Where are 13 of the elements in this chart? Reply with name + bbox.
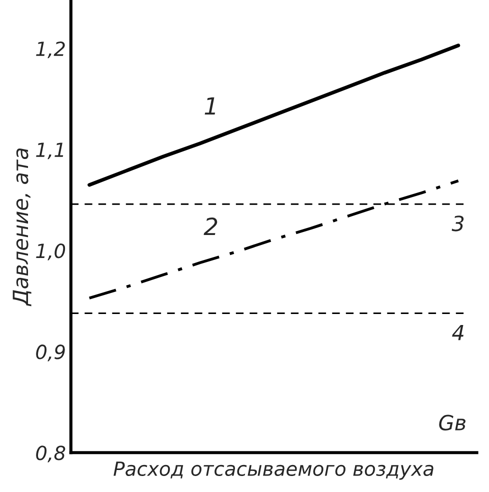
series-label: 1 [204, 97, 216, 115]
y-tick-label: 0,9 [36, 344, 65, 362]
y-tick-label: 1,2 [36, 41, 65, 58]
line-series [88, 44, 460, 187]
annotation: 4 [452, 324, 464, 340]
series-label: 2 [204, 218, 218, 236]
annotation: 3 [452, 216, 464, 232]
y-axis-title: Давление, ата [12, 148, 32, 306]
annotation: Gв [439, 414, 466, 430]
y-tick-label: 0,8 [36, 446, 66, 462]
x-axis-title: Расход отсасываемого воздуха [114, 462, 434, 480]
y-tick-label: 1,0 [36, 244, 66, 260]
y-tick-label: 1,1 [36, 142, 64, 160]
